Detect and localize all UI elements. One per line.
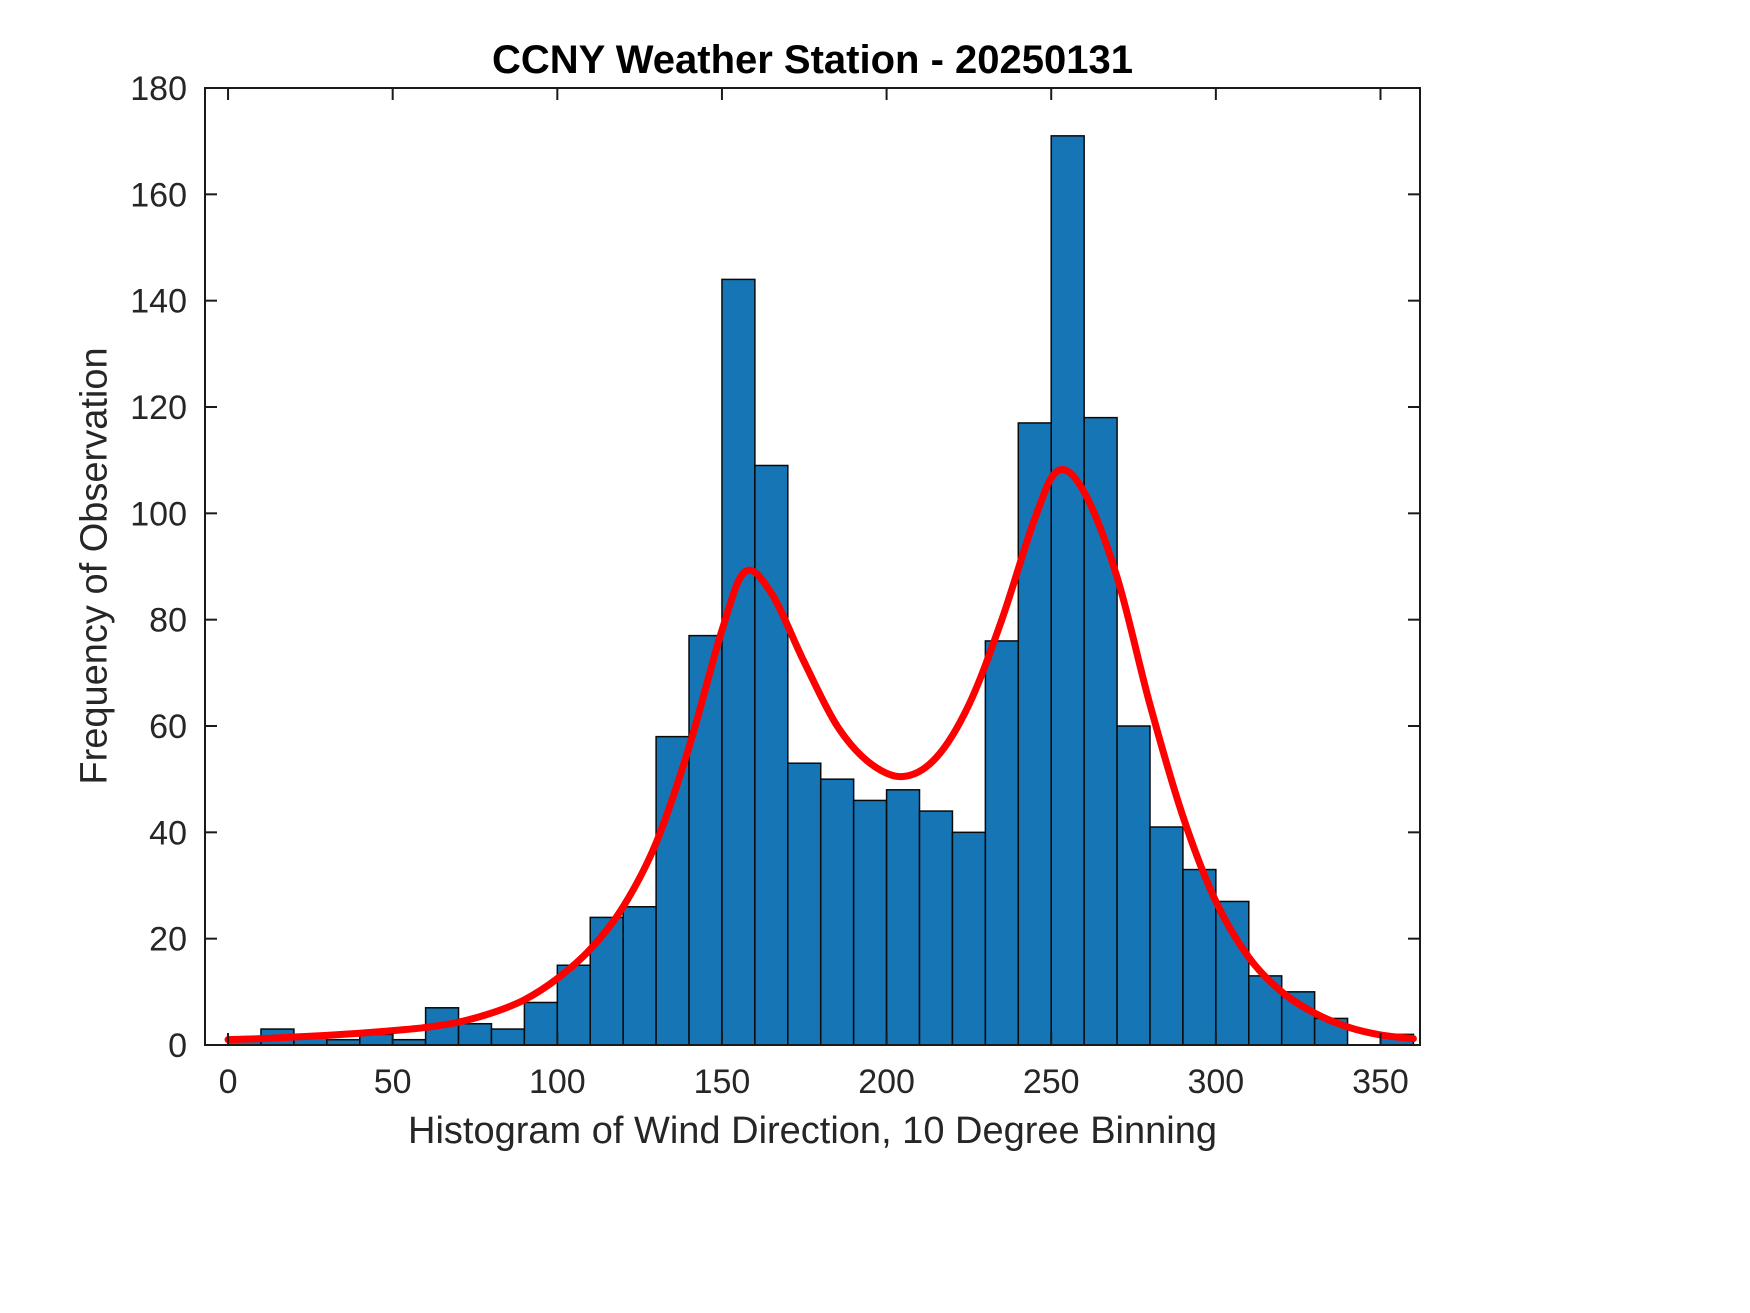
histogram-bar (852, 799, 888, 1046)
histogram-bar (523, 1001, 559, 1046)
y-tick-label: 120 (130, 389, 187, 427)
y-tick-label: 160 (130, 176, 187, 214)
histogram-bar (918, 810, 954, 1046)
y-tick-label: 60 (149, 708, 187, 746)
histogram-bar (984, 640, 1020, 1046)
y-tick-label: 40 (149, 814, 187, 852)
x-tick-label: 0 (219, 1063, 238, 1101)
x-tick-label: 250 (1023, 1063, 1080, 1101)
x-axis-label: Histogram of Wind Direction, 10 Degree B… (408, 1110, 1217, 1152)
fit-curve (224, 466, 1417, 1044)
histogram-bar (1050, 135, 1085, 1046)
y-tick-label: 20 (149, 921, 187, 959)
histogram-bar (721, 278, 756, 1046)
x-tick-label: 50 (374, 1063, 412, 1101)
histogram-bar (787, 762, 822, 1046)
histogram-bar (1215, 900, 1250, 1046)
y-tick-label: 180 (130, 70, 187, 108)
histogram-bar (1116, 725, 1151, 1046)
histogram-bar (1083, 416, 1118, 1046)
histogram-bar (754, 464, 789, 1046)
histogram-bar (490, 1028, 526, 1046)
x-tick-label: 200 (858, 1063, 915, 1101)
x-tick-label: 300 (1187, 1063, 1244, 1101)
x-tick-label: 350 (1352, 1063, 1409, 1101)
x-tick-label: 150 (694, 1063, 751, 1101)
histogram-bar (457, 1022, 493, 1046)
axes-frame (204, 87, 1421, 1046)
x-tick-label: 100 (529, 1063, 586, 1101)
y-tick-label: 80 (149, 602, 187, 640)
y-axis-label: Frequency of Observation (73, 347, 116, 785)
histogram-bar (951, 831, 987, 1046)
histogram-bar (622, 906, 657, 1046)
histogram-bar (655, 735, 690, 1046)
histogram-bar (885, 789, 921, 1046)
y-tick-label: 140 (130, 283, 187, 321)
y-tick-label: 100 (130, 495, 187, 533)
chart-title: CCNY Weather Station - 20250131 (492, 38, 1133, 82)
histogram-bar (819, 778, 855, 1046)
y-tick-label: 0 (168, 1027, 187, 1065)
histogram-bar (589, 916, 624, 1046)
histogram-bar (1149, 826, 1184, 1046)
